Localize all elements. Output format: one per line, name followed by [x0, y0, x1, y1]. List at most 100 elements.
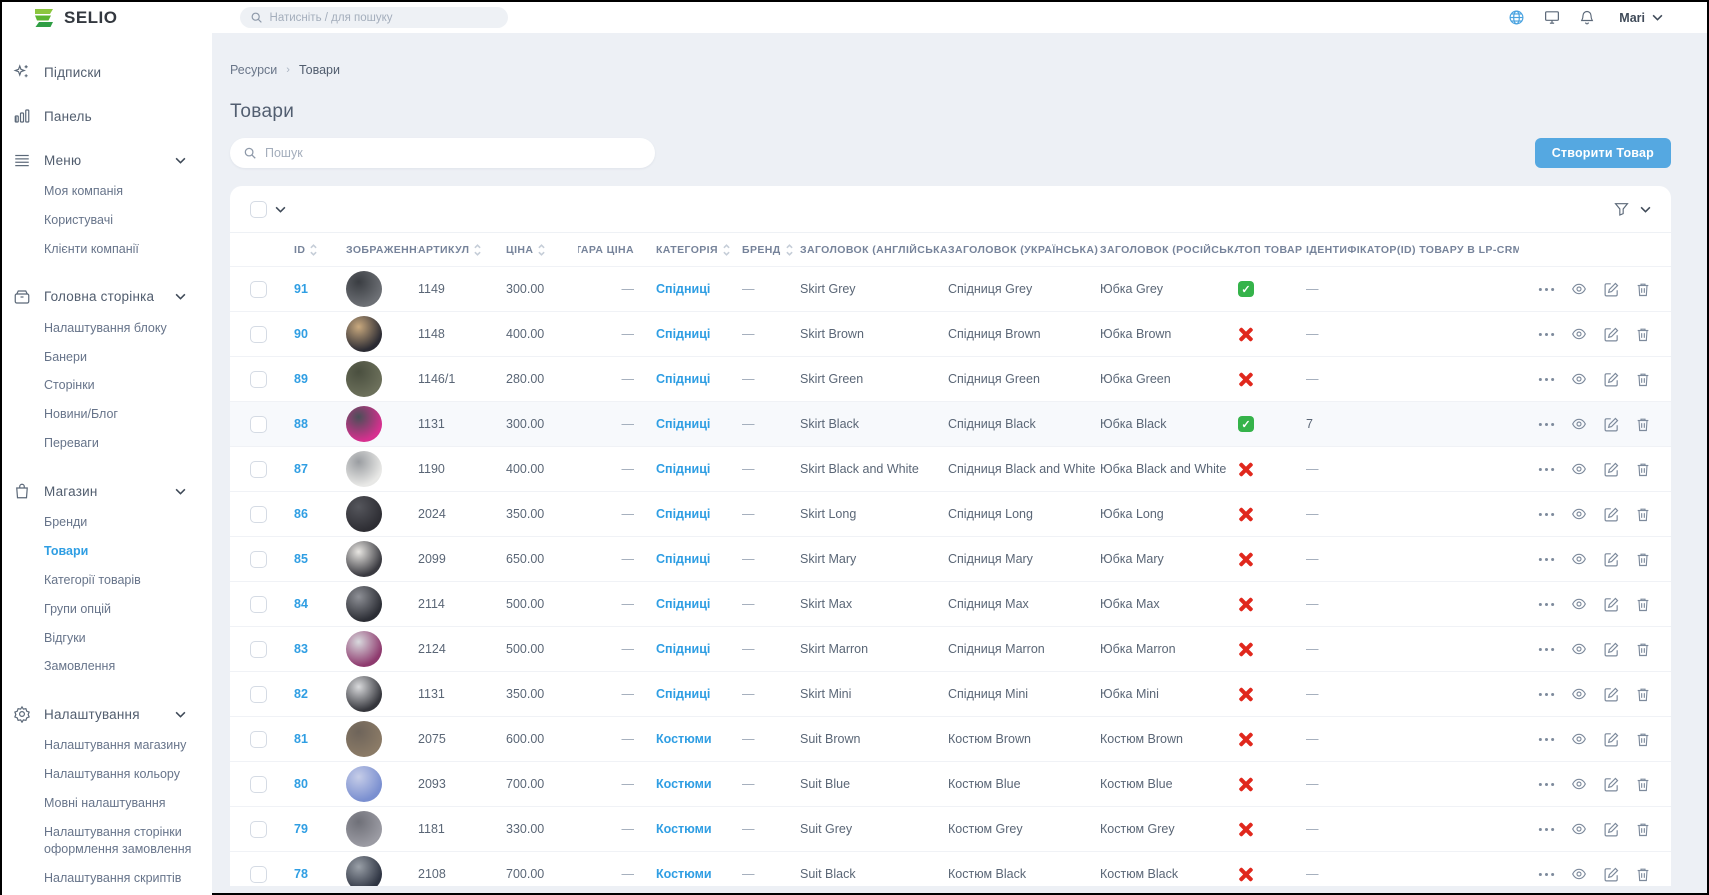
view-icon[interactable] — [1570, 866, 1588, 882]
product-category-link[interactable]: Спідниці — [656, 462, 711, 476]
sidebar-subitem[interactable]: Банери — [44, 349, 87, 364]
edit-icon[interactable] — [1603, 776, 1620, 793]
delete-icon[interactable] — [1635, 686, 1651, 703]
product-image[interactable] — [346, 676, 382, 712]
delete-icon[interactable] — [1635, 416, 1651, 433]
global-search[interactable] — [239, 7, 508, 28]
product-image[interactable] — [346, 856, 382, 886]
more-actions-icon[interactable] — [1538, 827, 1555, 832]
product-id-link[interactable]: 87 — [294, 462, 308, 476]
delete-icon[interactable] — [1635, 506, 1651, 523]
delete-icon[interactable] — [1635, 866, 1651, 883]
create-product-button[interactable]: Створити Товар — [1534, 138, 1671, 168]
row-checkbox[interactable] — [250, 325, 267, 343]
edit-icon[interactable] — [1603, 326, 1620, 343]
more-actions-icon[interactable] — [1538, 467, 1555, 472]
product-id-link[interactable]: 83 — [294, 642, 308, 656]
product-id-link[interactable]: 88 — [294, 417, 308, 431]
sidebar-subitem[interactable]: Відгуки — [44, 630, 86, 645]
delete-icon[interactable] — [1635, 641, 1651, 658]
more-actions-icon[interactable] — [1538, 737, 1555, 742]
row-checkbox[interactable] — [250, 280, 267, 298]
row-checkbox[interactable] — [250, 640, 267, 658]
sidebar-item-1[interactable]: Панель — [12, 105, 198, 127]
product-category-link[interactable]: Спідниці — [656, 372, 711, 386]
product-category-link[interactable]: Костюми — [656, 822, 712, 836]
product-category-link[interactable]: Костюми — [656, 867, 712, 881]
chevron-down-icon[interactable] — [175, 711, 186, 718]
sidebar-item-3[interactable]: Головна сторінка — [12, 286, 198, 308]
product-image[interactable] — [346, 316, 382, 352]
row-checkbox[interactable] — [250, 730, 267, 748]
sort-icon[interactable] — [309, 243, 318, 257]
sidebar-subitem[interactable]: Налаштування блоку — [44, 320, 167, 335]
edit-icon[interactable] — [1603, 506, 1620, 523]
product-id-link[interactable]: 82 — [294, 687, 308, 701]
product-id-link[interactable]: 80 — [294, 777, 308, 791]
sidebar-subitem[interactable]: Групи опцій — [44, 601, 111, 616]
delete-icon[interactable] — [1635, 731, 1651, 748]
product-category-link[interactable]: Спідниці — [656, 327, 711, 341]
products-search[interactable] — [230, 138, 655, 168]
sidebar-item-5[interactable]: Налаштування — [12, 703, 198, 725]
row-checkbox[interactable] — [250, 505, 267, 523]
column-header[interactable]: АРТИКУЛ — [418, 243, 506, 257]
product-image[interactable] — [346, 766, 382, 802]
sidebar-subitem[interactable]: Переваги — [44, 436, 99, 451]
view-icon[interactable] — [1570, 281, 1588, 297]
sidebar-item-2[interactable]: Меню — [12, 149, 198, 171]
edit-icon[interactable] — [1603, 416, 1620, 433]
delete-icon[interactable] — [1635, 371, 1651, 388]
sidebar-subitem[interactable]: Категорії товарів — [44, 572, 141, 587]
view-icon[interactable] — [1570, 506, 1588, 522]
product-id-link[interactable]: 91 — [294, 282, 308, 296]
monitor-icon[interactable] — [1543, 9, 1561, 26]
edit-icon[interactable] — [1603, 866, 1620, 883]
product-id-link[interactable]: 89 — [294, 372, 308, 386]
more-actions-icon[interactable] — [1538, 287, 1555, 292]
view-icon[interactable] — [1570, 731, 1588, 747]
sidebar-subitem[interactable]: Товари — [44, 543, 89, 558]
product-category-link[interactable]: Спідниці — [656, 552, 711, 566]
row-checkbox[interactable] — [250, 820, 267, 838]
edit-icon[interactable] — [1603, 686, 1620, 703]
product-id-link[interactable]: 84 — [294, 597, 308, 611]
chevron-down-icon[interactable] — [175, 157, 186, 164]
products-search-input[interactable] — [265, 146, 642, 160]
sidebar-item-4[interactable]: Магазин — [12, 480, 198, 502]
user-menu[interactable]: Mari — [1619, 11, 1663, 25]
sidebar-subitem[interactable]: Налаштування скриптів — [44, 870, 182, 885]
product-id-link[interactable]: 81 — [294, 732, 308, 746]
sidebar-item-0[interactable]: Підписки — [12, 61, 198, 83]
delete-icon[interactable] — [1635, 596, 1651, 613]
more-actions-icon[interactable] — [1538, 602, 1555, 607]
delete-icon[interactable] — [1635, 461, 1651, 478]
chevron-down-icon[interactable] — [175, 293, 186, 300]
sidebar-subitem[interactable]: Замовлення — [44, 659, 116, 674]
row-checkbox[interactable] — [250, 775, 267, 793]
edit-icon[interactable] — [1603, 551, 1620, 568]
row-checkbox[interactable] — [250, 685, 267, 703]
edit-icon[interactable] — [1603, 281, 1620, 298]
breadcrumb-resources[interactable]: Ресурси — [230, 63, 278, 77]
product-image[interactable] — [346, 361, 382, 397]
column-header[interactable]: БРЕНД — [742, 243, 800, 257]
product-category-link[interactable]: Спідниці — [656, 597, 711, 611]
row-checkbox[interactable] — [250, 415, 267, 433]
sidebar-subitem[interactable]: Новини/Блог — [44, 407, 118, 422]
edit-icon[interactable] — [1603, 461, 1620, 478]
more-actions-icon[interactable] — [1538, 377, 1555, 382]
row-checkbox[interactable] — [250, 865, 267, 883]
view-icon[interactable] — [1570, 776, 1588, 792]
sidebar-subitem[interactable]: Налаштування магазину — [44, 738, 187, 753]
view-icon[interactable] — [1570, 641, 1588, 657]
language-globe-icon[interactable] — [1508, 9, 1525, 26]
sidebar-subitem[interactable]: Мовні налаштування — [44, 796, 166, 810]
product-category-link[interactable]: Костюми — [656, 732, 712, 746]
sidebar-subitem[interactable]: Сторінки — [44, 378, 95, 393]
global-search-input[interactable] — [269, 11, 498, 24]
sidebar-subitem[interactable]: Налаштування сторінки оформлення замовле… — [44, 824, 192, 856]
edit-icon[interactable] — [1603, 821, 1620, 838]
product-category-link[interactable]: Спідниці — [656, 417, 711, 431]
select-menu-chevron-icon[interactable] — [275, 206, 286, 213]
